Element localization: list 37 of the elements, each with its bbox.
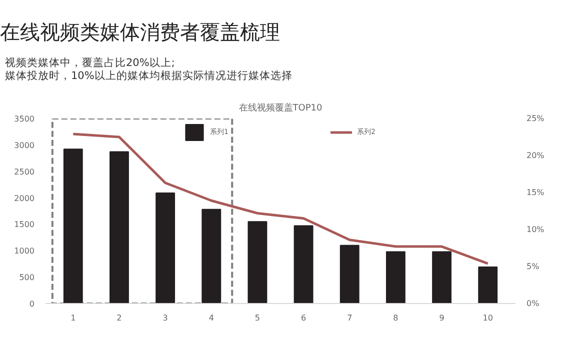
y-tick-label: 2500 (14, 167, 34, 176)
bar (294, 225, 314, 304)
bar (110, 151, 129, 304)
x-tick-label: 8 (393, 313, 398, 322)
bar (202, 208, 222, 304)
x-tick-label: 4 (208, 313, 214, 322)
y2-tick-label: 10% (526, 224, 545, 234)
chart-title: 在线视频类媒体消费者覆盖梳理 (0, 19, 280, 46)
bar (156, 192, 176, 304)
x-tick-label: 1 (70, 313, 76, 322)
y-tick-label: 500 (19, 272, 35, 282)
bar (386, 251, 406, 304)
y2-tick-label: 25% (526, 114, 545, 123)
bar (478, 266, 498, 304)
x-tick-label: 10 (482, 313, 493, 322)
y-tick-label: 3500 (14, 114, 34, 124)
x-tick-label: 2 (116, 313, 122, 322)
bar (340, 244, 360, 304)
y-tick-label: 3000 (14, 140, 34, 150)
y2-tick-label: 5% (526, 262, 540, 271)
bar (248, 220, 268, 304)
chart-subtitle: 视频类媒体中，覆盖占比20%以上; 媒体投放时，10%以上的媒体均根据实际情况进行媒体选择 (5, 56, 292, 83)
y-tick-label: 1000 (14, 246, 34, 256)
y2-tick-label: 0% (526, 298, 540, 308)
y2-tick-label: 15% (526, 188, 545, 197)
x-tick-label: 7 (347, 313, 352, 322)
y2-tick-label: 20% (526, 150, 545, 160)
bar (63, 148, 83, 304)
bar (432, 251, 452, 304)
x-tick-label: 3 (162, 313, 168, 322)
x-tick-label: 6 (300, 313, 306, 322)
y-tick-label: 0 (29, 299, 35, 308)
x-tick-label: 9 (439, 313, 444, 322)
text: 在线视频覆盖TOP10 (238, 102, 323, 114)
y-tick-label: 1500 (14, 220, 34, 230)
y-tick-label: 2000 (14, 194, 34, 203)
x-tick-label: 5 (254, 313, 260, 322)
